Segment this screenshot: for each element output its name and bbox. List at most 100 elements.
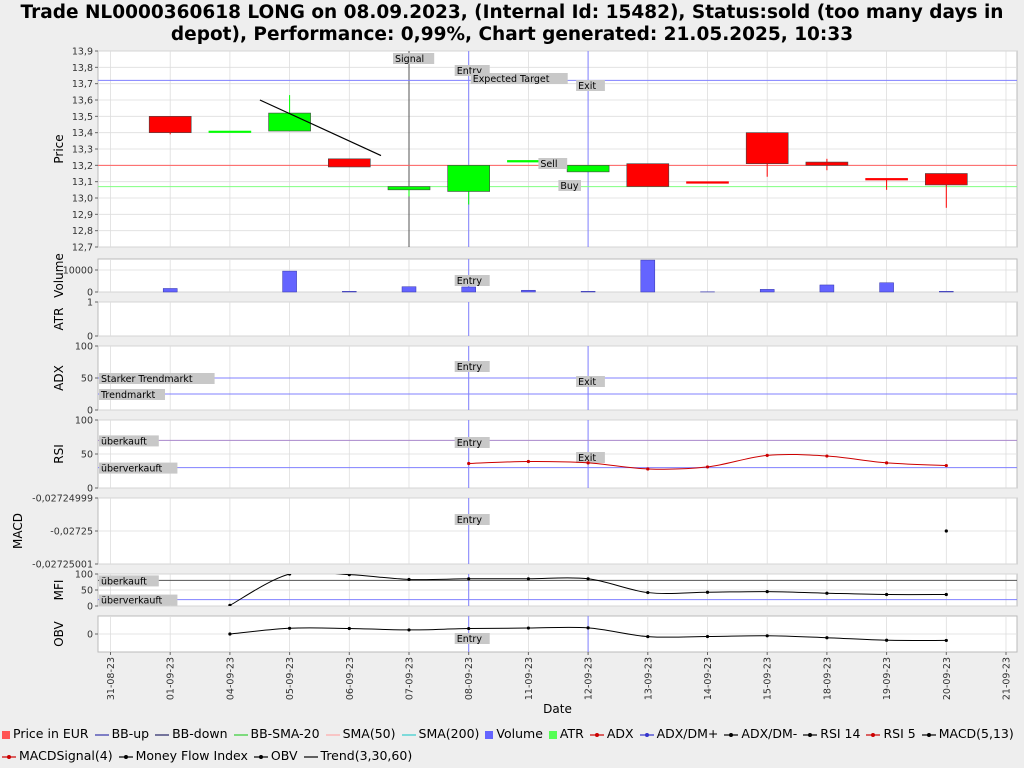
mfi-point [825, 591, 829, 595]
macd-ytick-label: -0,02725 [50, 527, 93, 538]
x-tick-label: 18-09-23 [822, 657, 833, 700]
rsi-point [705, 465, 710, 469]
x-tick-label: 13-09-23 [643, 657, 654, 700]
legend-item: ADX/DM- [724, 723, 797, 745]
candle-body [626, 163, 670, 187]
obv-entry-label-bg [454, 633, 490, 644]
price-ytick-label: 13,6 [72, 96, 93, 107]
candle-body [686, 181, 729, 184]
macd-entry-label-bg [454, 514, 490, 525]
rsi-point [885, 461, 889, 465]
legend-label: ADX [606, 726, 634, 741]
volume-bar [939, 291, 954, 293]
legend-item: RSI 14 [803, 723, 860, 745]
chart-title: Trade NL0000360618 LONG on 08.09.2023, (… [20, 2, 1004, 45]
legend-item: SMA(200) [401, 723, 480, 745]
candle-body [208, 130, 252, 133]
adx-hline-label: Starker Trendmarkt [101, 374, 193, 385]
rsi-point [646, 467, 650, 471]
legend-marker [589, 732, 604, 737]
legend-marker [803, 732, 818, 737]
legend-marker [118, 754, 133, 759]
rsi-exit-label-bg [576, 452, 605, 463]
x-tick-label: 15-09-23 [763, 657, 774, 700]
price-ytick-label: 13,8 [72, 63, 93, 74]
legend-item: Volume [485, 723, 543, 745]
price-ytick-label: 13,1 [72, 177, 93, 188]
legend-label: MACDSignal(4) [19, 748, 113, 763]
rsi-entry-label: Entry [457, 438, 483, 449]
mfi-hline-label: überkauft [101, 576, 147, 587]
obv-entry-label: Entry [457, 634, 483, 645]
adx-hline-label: Trendmarkt [100, 390, 155, 401]
chart-legend: Price in EUR BB-up BB-down BB-SMA-20 SMA(50)… [2, 723, 1022, 767]
volume-ytick-label: 10000 [63, 266, 93, 277]
legend-item: BB-up [94, 723, 149, 745]
obv-axis-label: OBV [52, 620, 66, 646]
mfi-point [586, 577, 590, 581]
mfi-ytick-label: 100 [75, 570, 93, 581]
obv-point [885, 638, 889, 642]
x-tick-label: 31-08-23 [106, 657, 117, 700]
adx-ytick-label: 100 [75, 342, 93, 353]
obv-ytick-label: 0 [87, 630, 93, 641]
legend-marker [548, 730, 557, 739]
legend-item: RSI 5 [866, 723, 916, 745]
volume-axis-label: Volume [52, 253, 66, 298]
atr-ytick-label: 1 [87, 298, 93, 309]
candle-body [865, 178, 908, 181]
rsi-axis-label: RSI [52, 444, 66, 464]
obv-point [705, 634, 710, 639]
candle-body [447, 165, 491, 192]
legend-item: OBV [253, 745, 298, 767]
legend-item: Money Flow Index [118, 745, 248, 767]
volume-bar [580, 291, 596, 293]
price-ytick-label: 13,0 [72, 194, 93, 205]
legend-marker [253, 754, 268, 759]
legend-label: ADX/DM- [741, 726, 798, 741]
price-ytick-label: 12,8 [72, 226, 93, 237]
obv-point [228, 632, 232, 636]
entry-label-bg [454, 65, 490, 76]
rsi-entry-label-bg [454, 437, 490, 448]
atr-panel [97, 301, 1018, 337]
x-tick-label: 19-09-23 [882, 657, 893, 700]
legend-marker [921, 732, 936, 737]
obv-point [765, 634, 769, 638]
x-axis-label: Date [543, 702, 572, 716]
adx-entry-label-bg [454, 361, 490, 372]
candle-body [805, 161, 849, 166]
legend-item: Price in EUR [2, 723, 89, 745]
adx-exit-label: Exit [578, 377, 596, 388]
adx-hline-label-bg [99, 373, 215, 384]
volume-bar [879, 282, 894, 293]
adx-entry-label: Entry [457, 362, 483, 373]
x-tick-label: 07-09-23 [405, 657, 416, 700]
candle-body [924, 173, 968, 186]
macd-point [944, 529, 948, 533]
volume-bar [759, 289, 775, 293]
legend-label: BB-down [172, 726, 228, 741]
obv-point [467, 626, 471, 631]
legend-label: Volume [496, 726, 543, 741]
legend-label: SMA(200) [418, 726, 480, 741]
macd-entry-label: Entry [457, 515, 483, 526]
legend-label: Money Flow Index [135, 748, 248, 763]
legend-item: BB-SMA-20 [233, 723, 320, 745]
candle-body [268, 112, 311, 132]
volume-bar [342, 291, 357, 293]
adx-ytick-label: 0 [87, 406, 93, 417]
mfi-point [526, 577, 531, 581]
legend-item: ADX [589, 723, 634, 745]
volume-ytick-label: 0 [87, 288, 93, 299]
candle-body [566, 165, 610, 173]
sell-label-bg [538, 158, 568, 169]
x-tick-label: 14-09-23 [703, 657, 714, 700]
x-tick-label: 08-09-23 [464, 657, 475, 700]
mfi-hline-label-bg [99, 575, 159, 587]
legend-label: RSI 5 [883, 726, 916, 741]
mfi-point [407, 577, 411, 582]
buy-label-bg [558, 180, 581, 191]
mfi-ytick-label: 50 [81, 586, 93, 597]
legend-marker [303, 755, 318, 758]
